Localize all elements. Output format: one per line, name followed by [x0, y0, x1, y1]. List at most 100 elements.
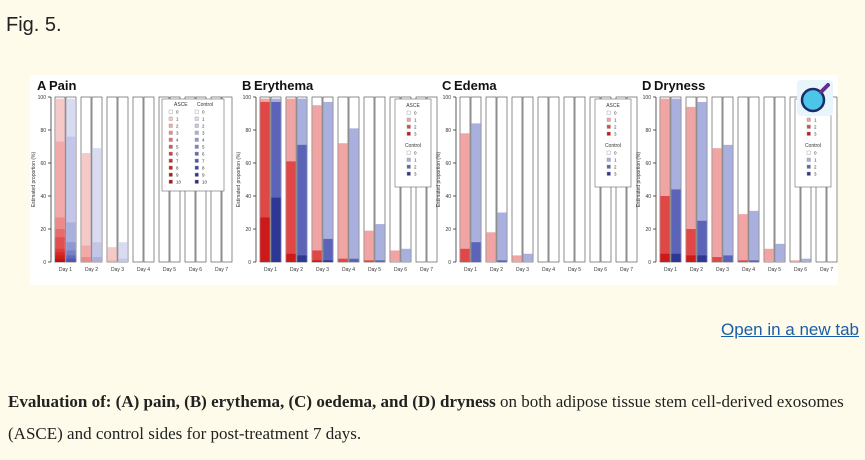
asce-bar-level-3 — [312, 260, 322, 262]
legend-control-label: 0 — [202, 110, 205, 115]
x-tick-label: Day 7 — [420, 267, 433, 273]
x-tick-label: Day 2 — [85, 267, 98, 273]
legend-control-label: 3 — [202, 131, 205, 136]
x-tick-label: Day 1 — [59, 267, 72, 273]
asce-bar-level-1 — [790, 260, 800, 262]
figure-caption: Evaluation of: (A) pain, (B) erythema, (… — [8, 386, 858, 450]
y-axis-label: Estimated proportion (%) — [636, 152, 642, 208]
legend-box — [394, 98, 432, 188]
figure-label: Fig. 5. — [6, 14, 62, 36]
control-bar-level-1 — [775, 243, 785, 262]
legend-control-label: 1 — [814, 158, 817, 163]
asce-bar-level-2 — [260, 101, 270, 262]
legend-control-swatch — [606, 164, 611, 169]
magnifier-icon — [800, 83, 830, 113]
legend-asce-swatch — [168, 130, 173, 135]
legend-asce-swatch — [168, 179, 173, 184]
control-bar-level-1 — [92, 148, 102, 262]
control-bar-level-2 — [671, 189, 681, 262]
legend-control-label: 0 — [414, 151, 417, 156]
legend-asce-label: 0 — [176, 110, 179, 115]
panel-letter: B — [242, 78, 251, 93]
y-tick-label: 40 — [645, 194, 651, 200]
legend-asce-label: 9 — [176, 173, 179, 178]
legend-control-label: 1 — [614, 158, 617, 163]
x-tick-label: Day 1 — [464, 267, 477, 273]
y-tick-label: 0 — [448, 260, 451, 266]
legend-asce-swatch — [606, 131, 611, 136]
legend-box — [594, 98, 632, 188]
x-tick-label: Day 2 — [290, 267, 303, 273]
x-tick-label: Day 6 — [594, 267, 607, 273]
control-bar-level-2 — [723, 255, 733, 262]
legend-asce-swatch — [168, 165, 173, 170]
x-tick-label: Day 5 — [768, 267, 781, 273]
panel-letter: A — [37, 78, 47, 93]
legend-asce-swatch — [168, 158, 173, 163]
legend-asce-label: 4 — [176, 138, 179, 143]
control-bar-level-2 — [118, 258, 128, 262]
control-bar-level-1 — [118, 242, 128, 262]
legend-control-label: 0 — [814, 151, 817, 156]
y-tick-label: 80 — [245, 128, 251, 134]
legend-asce-swatch — [806, 124, 811, 129]
y-axis-label: Estimated proportion (%) — [236, 152, 242, 208]
x-tick-label: Day 7 — [820, 267, 833, 273]
legend-asce-swatch — [406, 131, 411, 136]
asce-bar-level-1 — [512, 255, 522, 262]
control-bar-level-0 — [522, 96, 534, 263]
control-bar-level-1 — [671, 98, 681, 263]
asce-bar-level-0 — [106, 96, 118, 263]
open-in-new-tab-link[interactable]: Open in a new tab — [721, 320, 859, 339]
zoom-button[interactable] — [797, 80, 833, 116]
x-tick-label: Day 2 — [490, 267, 503, 273]
x-tick-label: Day 7 — [620, 267, 633, 273]
legend-asce-swatch — [168, 151, 173, 156]
x-tick-label: Day 6 — [794, 267, 807, 273]
legend-control-label: 0 — [614, 151, 617, 156]
x-tick-label: Day 4 — [137, 267, 150, 273]
legend-control-title: Control — [197, 102, 213, 108]
control-bar-level-2 — [697, 220, 707, 262]
control-bar-level-2 — [497, 260, 507, 262]
asce-bar-level-3 — [260, 217, 270, 262]
legend-asce-label: 1 — [176, 117, 179, 122]
control-bar-level-2 — [471, 242, 481, 262]
y-tick-label: 80 — [645, 128, 651, 134]
legend-asce-label: 2 — [176, 124, 179, 129]
x-tick-label: Day 7 — [215, 267, 228, 273]
y-tick-label: 100 — [443, 95, 452, 101]
y-tick-label: 20 — [645, 227, 651, 233]
control-bar-level-3 — [271, 197, 281, 262]
legend-control-label: 2 — [202, 124, 205, 129]
legend-asce-swatch — [406, 117, 411, 122]
panel-letter: D — [642, 78, 651, 93]
asce-bar-level-0 — [511, 96, 523, 263]
legend-asce-swatch — [406, 124, 411, 129]
legend-control-swatch — [194, 116, 199, 121]
y-tick-label: 0 — [43, 260, 46, 266]
x-tick-label: Day 3 — [111, 267, 124, 273]
legend-control-label: 3 — [414, 172, 417, 177]
panel-title: Edema — [454, 78, 497, 93]
caption-bold: Evaluation of: (A) pain, (B) erythema, (… — [8, 392, 496, 411]
legend-control-label: 10 — [202, 180, 208, 185]
legend-control-swatch — [194, 151, 199, 156]
y-tick-label: 40 — [445, 194, 451, 200]
legend-asce-label: 5 — [176, 145, 179, 150]
asce-bar-level-0 — [537, 96, 549, 263]
control-bar-level-1 — [523, 253, 533, 262]
legend-asce-title: ASCE — [606, 103, 620, 109]
control-bar-level-1 — [471, 123, 481, 263]
legend-control-swatch — [806, 157, 811, 162]
x-tick-label: Day 4 — [742, 267, 755, 273]
control-bar-level-3 — [697, 255, 707, 262]
y-tick-label: 80 — [40, 128, 46, 134]
asce-bar-level-1 — [660, 98, 670, 263]
asce-bar-level-1 — [486, 232, 496, 262]
control-bar-level-0 — [574, 96, 586, 263]
asce-bar-level-1 — [738, 214, 748, 262]
asce-bar-level-1 — [338, 143, 348, 262]
asce-bar-level-2 — [660, 196, 670, 262]
y-tick-label: 40 — [40, 194, 46, 200]
